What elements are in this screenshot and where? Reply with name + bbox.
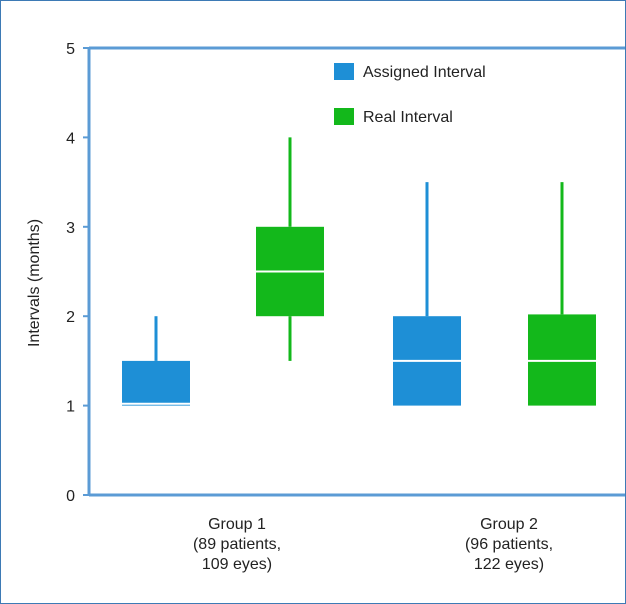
y-ticks: 0 1 2 3 4 5	[66, 41, 89, 505]
legend-swatch	[334, 108, 354, 125]
x-category-label: 122 eyes)	[474, 556, 544, 573]
x-category-label: (96 patients,	[465, 536, 553, 553]
legend: Assigned Interval Real Interval	[334, 63, 486, 126]
legend-label: Assigned Interval	[363, 64, 486, 81]
y-tick-label: 5	[66, 41, 75, 58]
y-tick-label: 4	[66, 130, 75, 147]
x-category-label: Group 1	[208, 516, 266, 533]
x-category-label: 109 eyes)	[202, 556, 272, 573]
box-real-group-2	[528, 182, 596, 406]
y-axis-title: Intervals (months)	[26, 219, 43, 347]
box-body	[122, 360, 190, 406]
legend-swatch	[334, 63, 354, 80]
axes	[87, 46, 625, 497]
y-tick-label: 1	[66, 399, 75, 416]
box-assigned-group-1	[122, 316, 190, 406]
x-category-label: (89 patients,	[193, 536, 281, 553]
x-category-label: Group 2	[480, 516, 538, 533]
box-real-group-1	[256, 137, 324, 361]
y-tick-label: 2	[66, 309, 75, 326]
boxes	[122, 137, 596, 406]
y-tick-label: 3	[66, 220, 75, 237]
x-category-labels: Group 1 (89 patients, 109 eyes) Group 2 (96 …	[193, 516, 553, 573]
legend-label: Real Interval	[363, 109, 453, 126]
box-assigned-group-2	[393, 182, 461, 406]
y-tick-label: 0	[66, 488, 75, 505]
